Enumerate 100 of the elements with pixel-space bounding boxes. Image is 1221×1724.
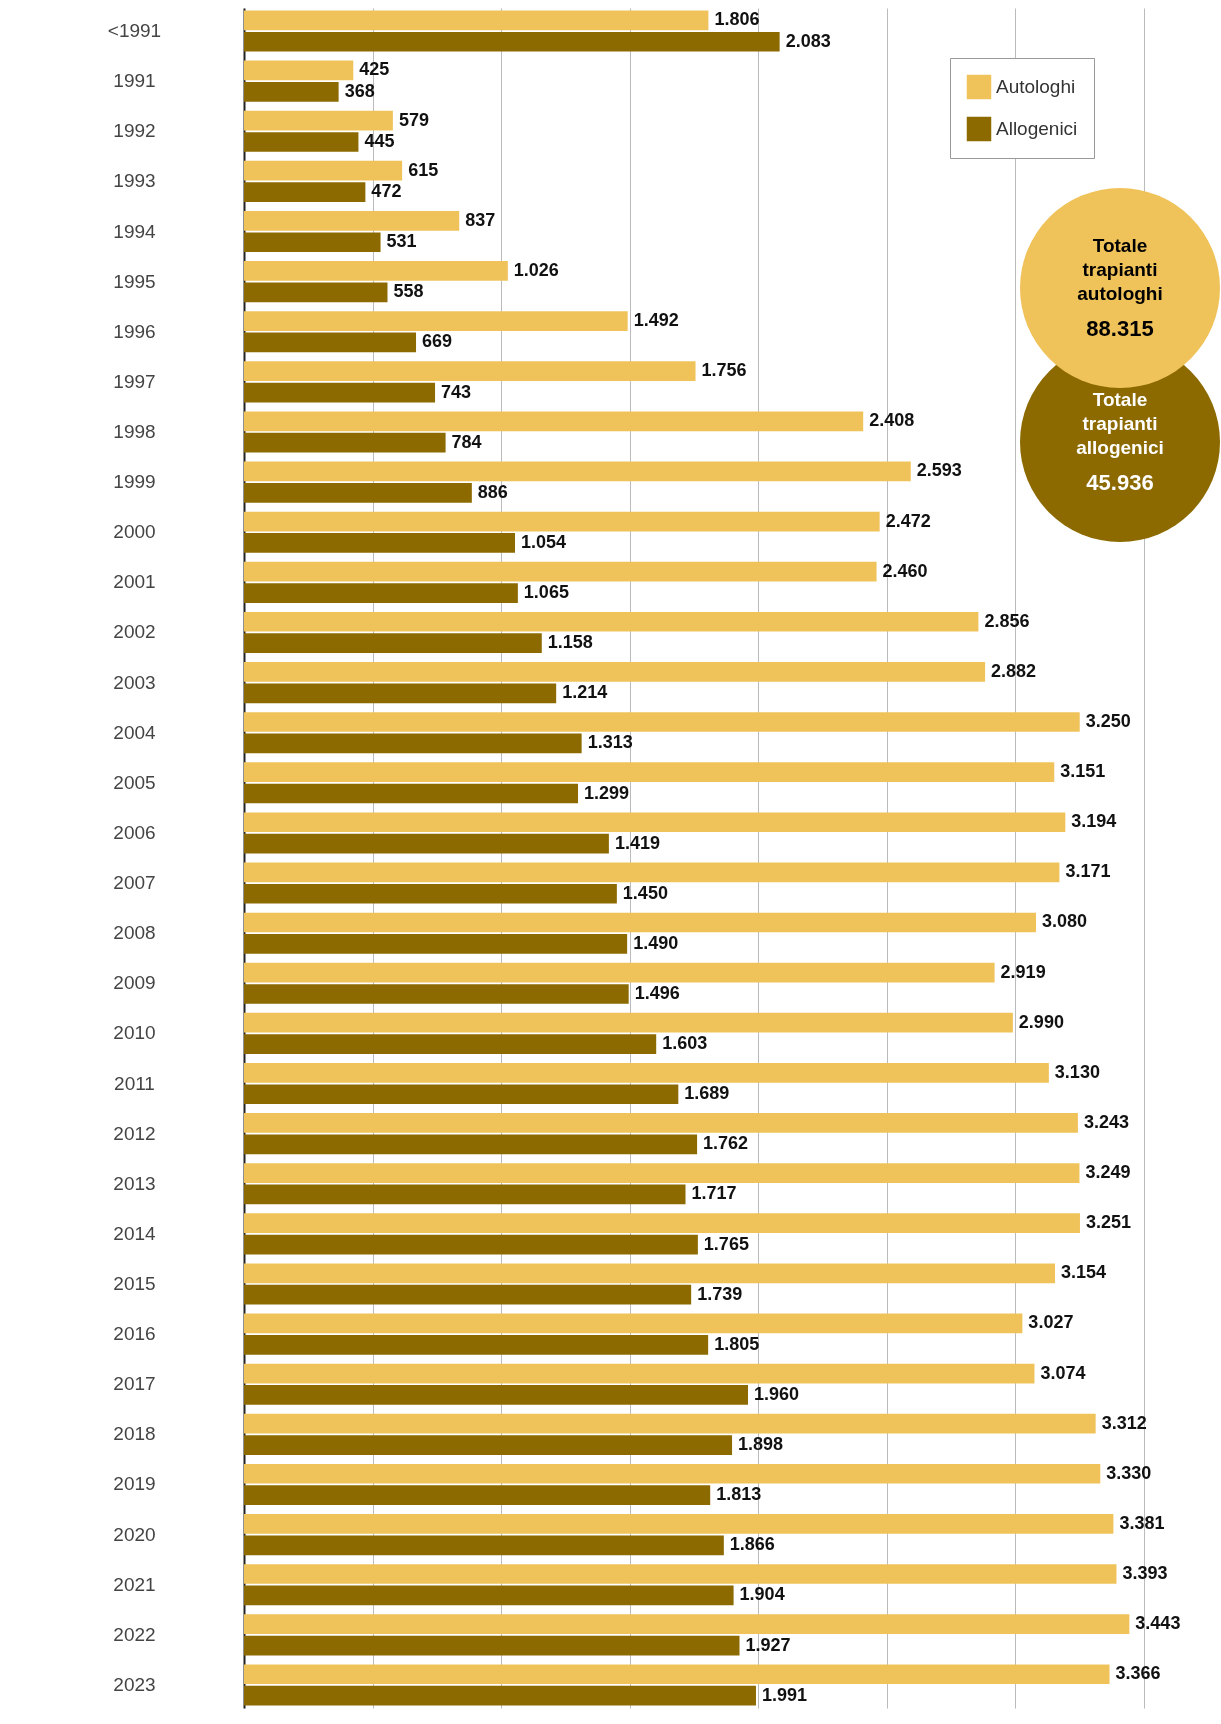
- data-label: 1.765: [703, 1233, 749, 1254]
- bar: [244, 812, 1066, 833]
- data-label: 3.154: [1061, 1262, 1107, 1283]
- y-tick-label: <1991: [107, 20, 162, 42]
- data-label: 2.408: [869, 410, 915, 431]
- annotation: Totale trapianti allogenici: [1075, 388, 1165, 460]
- bar: [244, 282, 388, 303]
- bar: [244, 1614, 1130, 1634]
- bar: [244, 1012, 1013, 1033]
- legend-label: Allogenici: [996, 118, 1078, 139]
- bar: [244, 733, 582, 754]
- y-tick-label: 2018: [113, 1423, 156, 1445]
- y-tick-label: 1992: [113, 120, 156, 142]
- y-tick-label: 1991: [113, 70, 156, 92]
- y-tick-label: 2015: [113, 1273, 156, 1294]
- y-tick-label: 2014: [113, 1222, 157, 1244]
- data-label: 1.739: [697, 1283, 743, 1304]
- bar: [244, 1535, 724, 1556]
- data-label: 368: [344, 80, 375, 101]
- y-tick-label: 2012: [113, 1122, 156, 1144]
- data-label: 1.904: [739, 1584, 785, 1605]
- data-label: 1.762: [703, 1133, 749, 1154]
- bar: [244, 1514, 1114, 1534]
- bar: [244, 110, 393, 131]
- bar: [244, 1635, 740, 1656]
- data-label: 2.472: [885, 510, 931, 531]
- y-tick-label: 1996: [113, 320, 156, 342]
- bar: [244, 82, 339, 102]
- bar: [244, 583, 518, 603]
- y-tick-label: 1998: [113, 421, 156, 442]
- data-label: 2.882: [991, 660, 1037, 681]
- y-tick-label: 1995: [113, 270, 156, 292]
- data-label: 837: [465, 209, 496, 230]
- data-label: 1.419: [614, 832, 660, 853]
- data-label: 2.856: [984, 610, 1030, 631]
- data-label: 2.593: [916, 460, 962, 481]
- bar: [244, 1385, 748, 1405]
- bar: [244, 833, 609, 854]
- data-label: 3.080: [1042, 911, 1088, 932]
- bar: [244, 461, 911, 482]
- bar: [244, 712, 1080, 732]
- bar: [244, 31, 780, 52]
- data-label: 3.130: [1054, 1061, 1100, 1082]
- data-label: 3.312: [1101, 1412, 1147, 1433]
- bar: [244, 511, 880, 532]
- data-label: 1.450: [622, 882, 668, 903]
- bar: [244, 1435, 733, 1455]
- bar: [244, 1363, 1035, 1384]
- data-label: 3.250: [1085, 711, 1131, 731]
- bar: [244, 912, 1036, 933]
- y-tick-label: 2007: [113, 872, 156, 894]
- y-tick-label: 2002: [113, 621, 156, 643]
- data-label: 1.756: [701, 360, 747, 381]
- y-tick-label: 2022: [113, 1623, 156, 1645]
- bar: [244, 60, 354, 81]
- data-label: 3.074: [1040, 1362, 1086, 1383]
- bar: [244, 132, 359, 152]
- y-tick-label: 2021: [113, 1573, 156, 1595]
- data-label: 1.496: [634, 983, 680, 1003]
- bar: [244, 934, 628, 954]
- bar: [244, 232, 381, 253]
- bar: [244, 411, 864, 432]
- bar: [244, 1034, 657, 1054]
- data-label: 1.054: [521, 531, 567, 552]
- bar: [244, 261, 508, 281]
- data-label: 1.927: [745, 1634, 791, 1655]
- bar: [244, 1184, 686, 1205]
- bar: [244, 1113, 1078, 1133]
- bar: [244, 1062, 1049, 1083]
- data-label: 3.366: [1115, 1663, 1161, 1684]
- data-label: 3.393: [1122, 1563, 1168, 1584]
- y-tick-label: 2010: [113, 1022, 156, 1044]
- y-tick-label: 2017: [113, 1373, 156, 1395]
- data-label: 445: [364, 130, 395, 151]
- data-label: 784: [451, 431, 482, 452]
- bar: [244, 210, 460, 231]
- data-label: 2.083: [785, 30, 831, 51]
- y-tick-label: 2019: [113, 1473, 156, 1495]
- data-label: 3.330: [1106, 1462, 1152, 1483]
- data-label: 1.689: [684, 1083, 730, 1104]
- data-label: 425: [359, 59, 390, 80]
- bar: [244, 862, 1060, 883]
- y-tick-label: 2013: [113, 1172, 156, 1194]
- y-tick-label: 2023: [113, 1673, 156, 1695]
- bar: [244, 1084, 679, 1105]
- bar: [244, 683, 557, 704]
- bar: [244, 984, 629, 1004]
- bar: [244, 783, 579, 804]
- data-label: 3.171: [1065, 861, 1111, 882]
- annotation: 88.315: [1086, 316, 1154, 342]
- data-label: 1.490: [633, 932, 679, 953]
- bar: [244, 1463, 1101, 1484]
- bar: [244, 361, 696, 382]
- data-label: 1.065: [523, 582, 569, 603]
- bar: [244, 1263, 1056, 1284]
- data-label: 1.898: [738, 1434, 784, 1455]
- data-label: 1.805: [714, 1333, 760, 1354]
- y-tick-label: 2008: [113, 922, 156, 944]
- y-tick-label: 1997: [113, 370, 156, 392]
- data-label: 1.813: [716, 1484, 762, 1505]
